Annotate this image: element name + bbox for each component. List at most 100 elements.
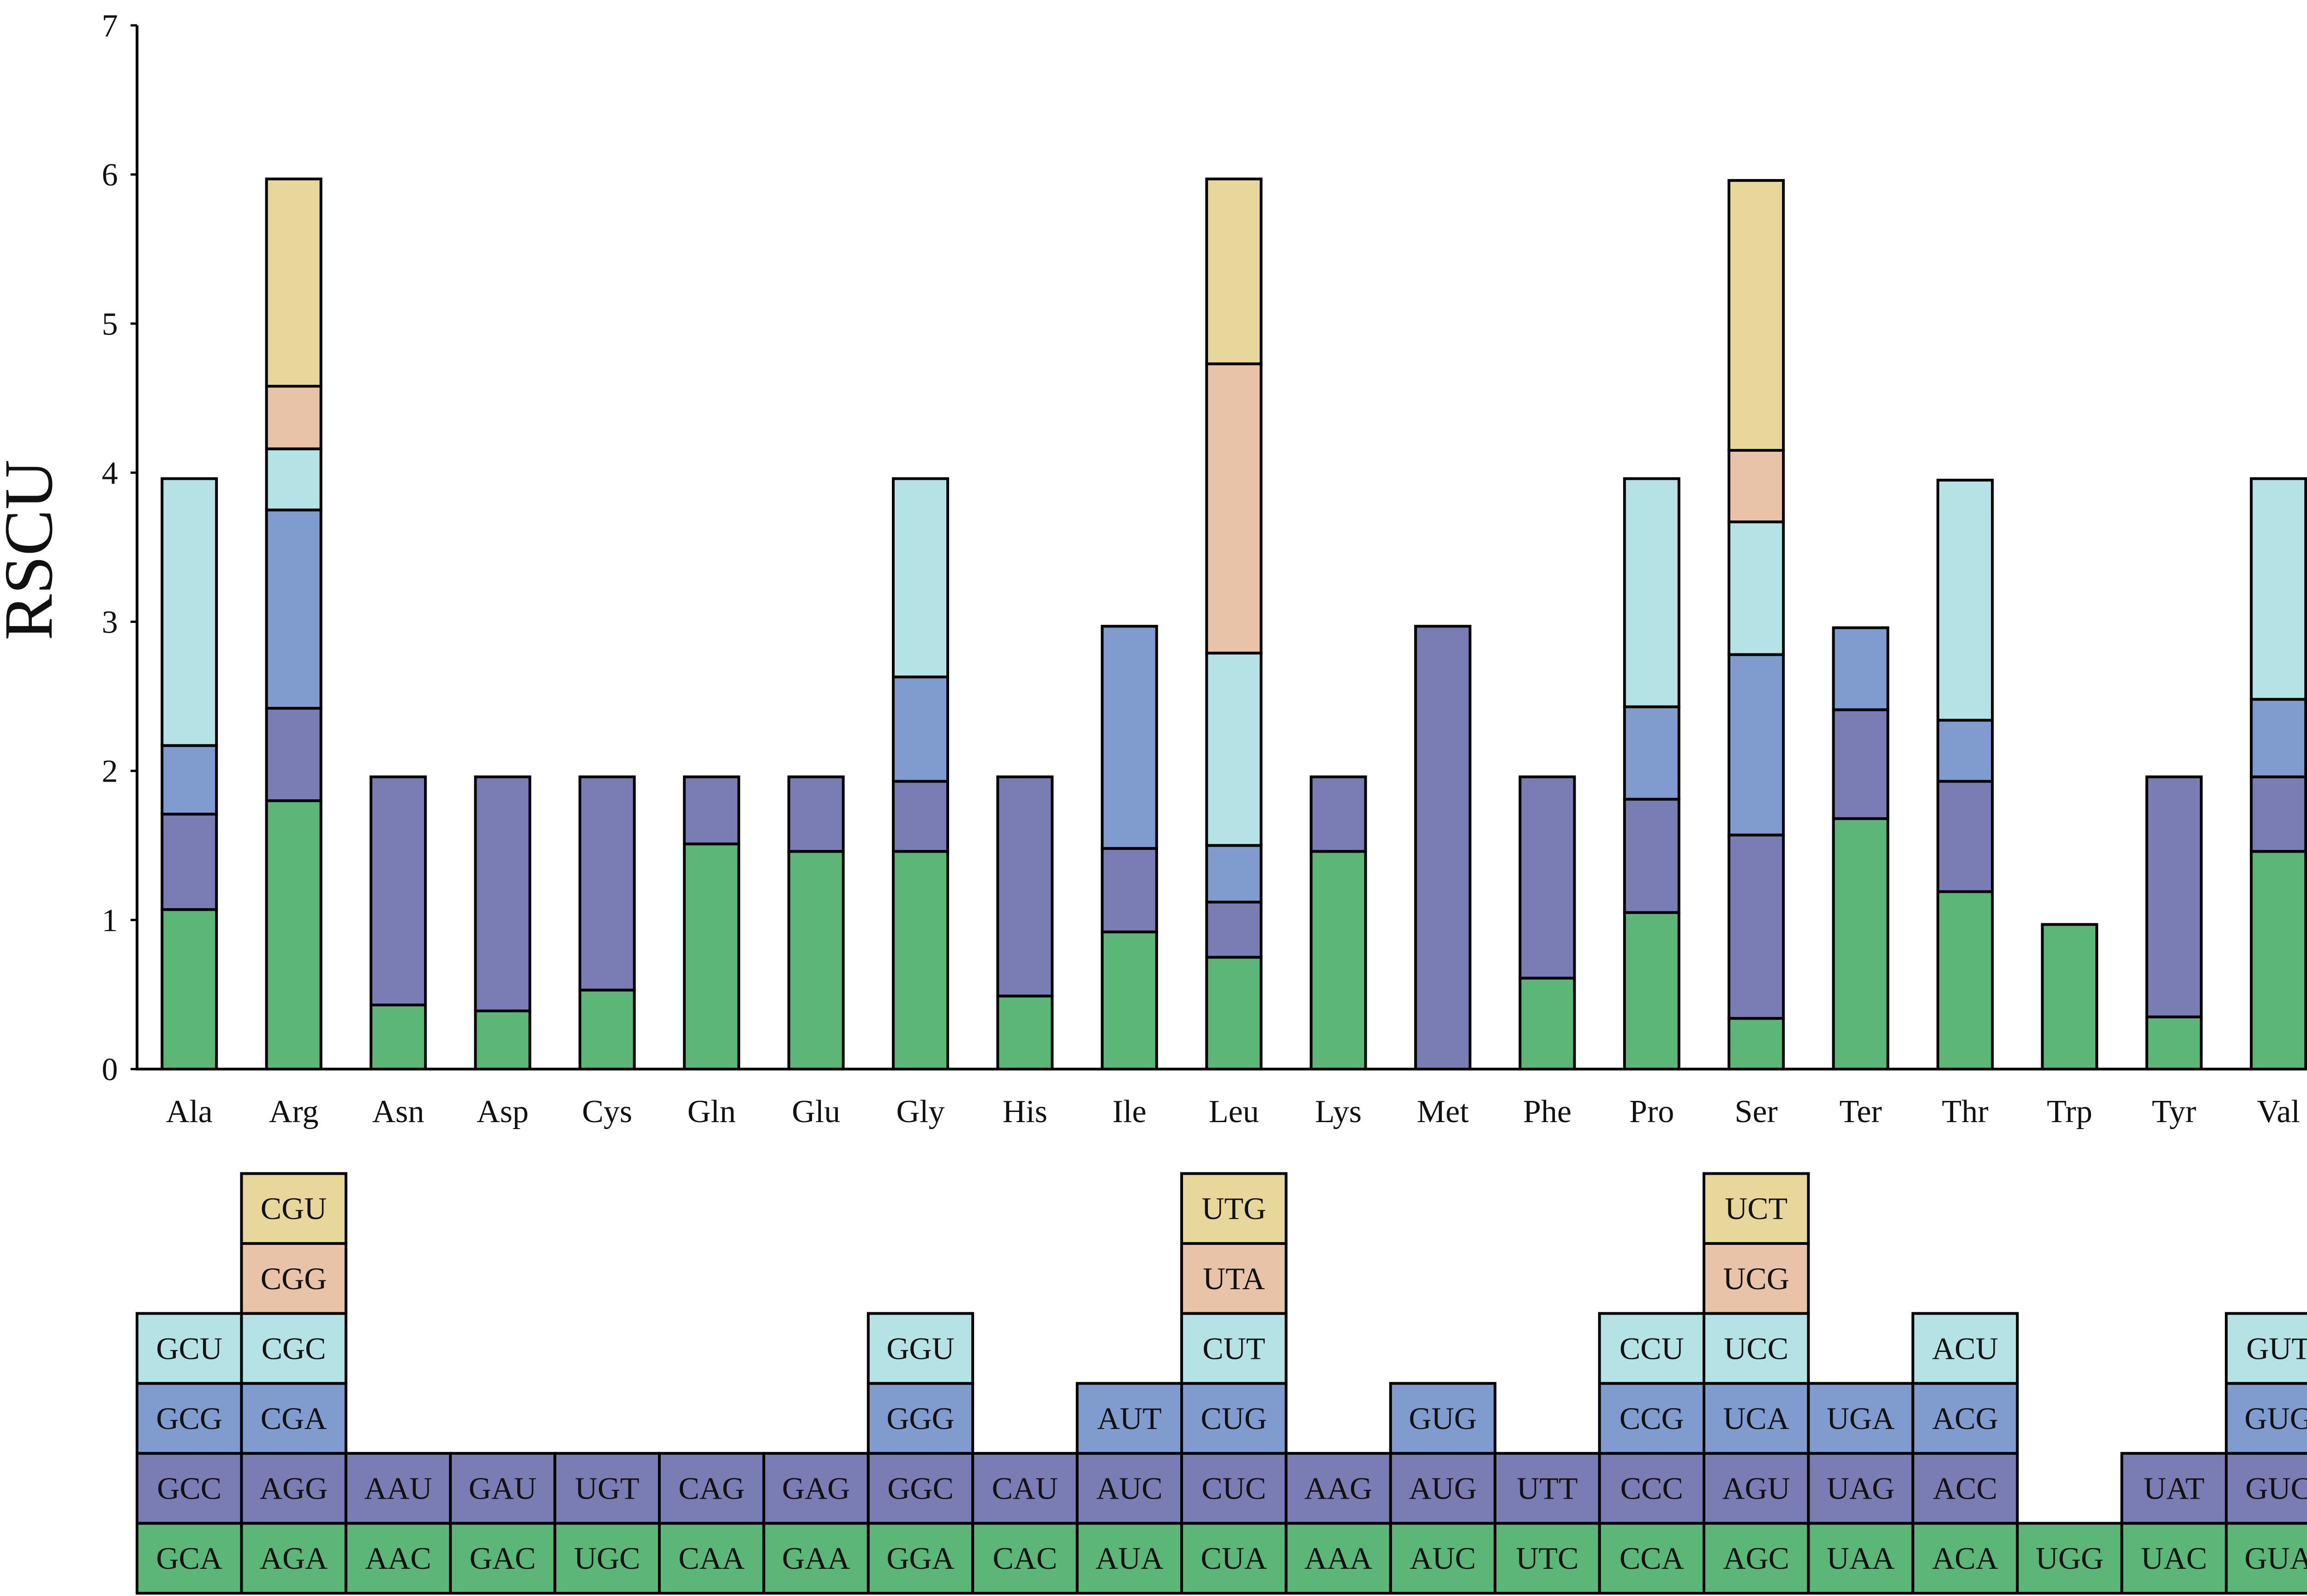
codon-cell-cgc — [240, 1312, 347, 1385]
codon-label-aua: AUA — [1095, 1541, 1163, 1576]
y-tick-label: 3 — [102, 605, 118, 640]
codon-label-uga: UGA — [1827, 1401, 1895, 1436]
codon-cell-gcu — [136, 1312, 243, 1385]
bar-segment-arg-cga — [265, 508, 323, 710]
bar-segment-ser-ucg — [1727, 448, 1785, 524]
x-tick-label-ala: Ala — [166, 1094, 213, 1130]
codon-cell-cag — [658, 1452, 765, 1525]
bar-segment-lys-aag — [1309, 775, 1367, 853]
codon-label-utg: UTG — [1201, 1191, 1266, 1226]
codon-label-agc: AGC — [1723, 1541, 1789, 1576]
codon-label-uag: UAG — [1827, 1471, 1895, 1506]
codon-cell-ucg — [1703, 1242, 1810, 1315]
codon-label-gug: GUG — [1409, 1401, 1476, 1436]
axes-group — [136, 25, 2307, 1070]
codon-cell-ucc — [1703, 1312, 1810, 1385]
codon-label-ugt: UGT — [575, 1471, 640, 1506]
bar-segment-his-cac — [996, 994, 1054, 1070]
codon-label-gug: GUG — [2245, 1401, 2307, 1436]
codon-label-auc: AUC — [1410, 1541, 1476, 1576]
codon-label-utc: UTC — [1516, 1541, 1578, 1576]
codon-label-aac: AAC — [365, 1541, 431, 1576]
codon-cell-utt — [1494, 1452, 1601, 1525]
codon-label-acc: ACC — [1933, 1471, 1997, 1506]
codon-label-aut: AUT — [1097, 1401, 1162, 1436]
bar-segment-leu-uta — [1205, 362, 1263, 655]
codon-cell-ugt — [553, 1452, 661, 1525]
x-tick-label-tyr: Tyr — [2152, 1094, 2196, 1130]
bar-segment-ser-ucc — [1727, 520, 1785, 656]
bar-segment-cys-ugc — [578, 988, 636, 1071]
bar-segment-leu-cua — [1205, 956, 1263, 1070]
codon-cell-auc — [1076, 1452, 1183, 1525]
codon-cell-cug — [1180, 1382, 1288, 1455]
codon-label-cuc: CUC — [1201, 1471, 1266, 1506]
codon-cell-cac — [971, 1522, 1079, 1595]
codon-label-aaa: AAA — [1304, 1541, 1372, 1576]
codon-cell-gag — [762, 1452, 870, 1525]
bar-segment-gly-ggu — [892, 477, 949, 679]
codon-cell-aga — [240, 1522, 347, 1595]
codon-label-ucc: UCC — [1724, 1331, 1788, 1366]
y-ticks-group: 0 1 2 3 4 5 6 7 — [102, 8, 137, 1088]
codon-label-uaa: UAA — [1827, 1541, 1895, 1576]
bar-segment-ter-uag — [1832, 708, 1889, 820]
bar-segment-arg-cgg — [265, 385, 323, 450]
codon-label-uct: UCT — [1725, 1191, 1787, 1226]
codon-label-uta: UTA — [1203, 1261, 1265, 1296]
bar-segment-asp-gac — [474, 1009, 532, 1071]
codon-cell-uag — [1807, 1452, 1914, 1525]
codon-label-uca: UCA — [1723, 1401, 1789, 1436]
bar-segment-cys-ugt — [578, 775, 636, 992]
codon-label-caa: CAA — [678, 1541, 745, 1576]
codon-label-gag: GAG — [782, 1471, 850, 1506]
y-tick-label: 6 — [102, 157, 118, 193]
codon-cell-cau — [971, 1452, 1079, 1525]
x-tick-label-his: His — [1003, 1094, 1047, 1130]
bar-segment-ser-agc — [1727, 1017, 1785, 1070]
bar-segment-ala-gcg — [161, 744, 218, 816]
x-tick-label-gln: Gln — [687, 1094, 736, 1130]
bar-segment-val-guc — [2250, 775, 2307, 853]
x-tick-label-met: Met — [1417, 1094, 1469, 1130]
codon-cell-aug — [1389, 1452, 1497, 1525]
bar-segment-thr-acu — [1936, 478, 1994, 722]
bar-segment-ter-uga — [1832, 626, 1889, 711]
y-tick-label: 5 — [102, 306, 118, 342]
bar-segment-val-gua — [2250, 850, 2307, 1070]
codon-label-cga: CGA — [261, 1401, 327, 1436]
x-tick-label-asp: Asp — [477, 1094, 529, 1130]
codon-cell-cga — [240, 1382, 347, 1455]
bar-segment-met-aug — [1414, 625, 1471, 1071]
bar-segment-thr-aca — [1936, 890, 1994, 1070]
codon-label-cgg: CGG — [261, 1261, 327, 1296]
codon-cell-gug — [2225, 1382, 2307, 1455]
codon-cell-uca — [1703, 1382, 1810, 1455]
codon-label-gac: GAC — [470, 1541, 536, 1576]
bar-segment-phe-utc — [1518, 976, 1576, 1070]
y-tick-label: 4 — [102, 455, 118, 491]
codon-cell-ccc — [1598, 1452, 1706, 1525]
bar-segment-asn-aac — [370, 1004, 427, 1071]
codon-cell-gut — [2225, 1312, 2307, 1385]
codon-label-ugc: UGC — [574, 1541, 640, 1576]
bar-segment-pro-ccu — [1623, 477, 1680, 708]
codon-cell-agu — [1703, 1452, 1810, 1525]
bar-segment-ala-gcc — [161, 813, 218, 911]
codon-label-aag: AAG — [1304, 1471, 1372, 1506]
bar-segment-pro-cca — [1623, 911, 1680, 1070]
codon-label-auc: AUC — [1096, 1471, 1163, 1506]
bar-segment-arg-aga — [265, 799, 323, 1071]
codon-cell-uat — [2120, 1452, 2228, 1525]
codon-cell-utg — [1180, 1172, 1288, 1245]
codon-label-ggu: GGU — [886, 1331, 954, 1366]
bar-segment-ala-gca — [161, 908, 218, 1071]
codon-cell-uct — [1703, 1172, 1810, 1245]
bars-group — [161, 177, 2307, 1071]
codon-label-cac: CAC — [992, 1541, 1057, 1576]
bar-segment-leu-cut — [1205, 652, 1263, 847]
codon-table-group: GCA GCC GCG GCU AGA AGG CGA CGC CGG CGU AAC AAU GAC G… — [136, 1172, 2307, 1595]
codon-label-ggc: GGC — [887, 1471, 954, 1506]
codon-label-ccc: CCC — [1620, 1471, 1683, 1506]
codon-label-gca: GCA — [156, 1541, 222, 1576]
